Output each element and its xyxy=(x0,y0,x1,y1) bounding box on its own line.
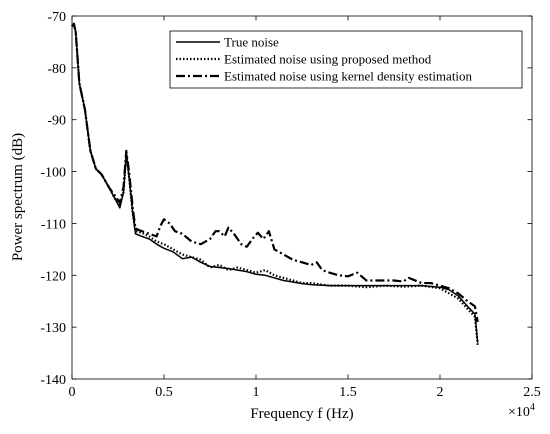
y-tick-label: -130 xyxy=(40,321,66,336)
y-tick-label: -110 xyxy=(41,217,66,232)
y-tick-label: -140 xyxy=(40,373,66,388)
x-tick-label: 2 xyxy=(437,385,444,400)
y-axis-label: Power spectrum (dB) xyxy=(10,133,26,261)
x-axis-label: Frequency f (Hz) xyxy=(250,406,353,422)
ticks-group: 0 0.5 1 1.5 2 2.5 -70 -80 -90 -100 -110 -120 -130 -14… xyxy=(40,10,540,400)
x-exponent-base: ×10 xyxy=(508,405,530,420)
legend-label-kernel-density: Estimated noise using kernel density est… xyxy=(224,69,473,84)
legend-box xyxy=(169,30,523,89)
x-tick-label: 1.5 xyxy=(339,385,357,400)
y-tick-label: -80 xyxy=(47,62,66,77)
y-tick-label: -100 xyxy=(40,166,66,181)
legend-label-true-noise: True noise xyxy=(224,35,279,50)
series-line-2 xyxy=(71,22,479,346)
y-tick-label: -120 xyxy=(40,269,66,284)
x-exponent-label: ×104 xyxy=(508,402,535,420)
legend-label-proposed-method: Estimated noise using proposed method xyxy=(224,52,432,67)
y-tick-label: -70 xyxy=(47,10,66,25)
series-line-3 xyxy=(71,22,479,323)
x-exponent-power: 4 xyxy=(530,402,535,413)
series-group xyxy=(71,22,479,346)
y-tick-label: -90 xyxy=(47,114,66,129)
x-tick-label: 0 xyxy=(69,385,76,400)
x-tick-label: 1 xyxy=(253,385,260,400)
legend: True noise Estimated noise using propose… xyxy=(169,30,523,89)
x-tick-label: 2.5 xyxy=(523,385,541,400)
x-tick-label: 0.5 xyxy=(155,385,173,400)
